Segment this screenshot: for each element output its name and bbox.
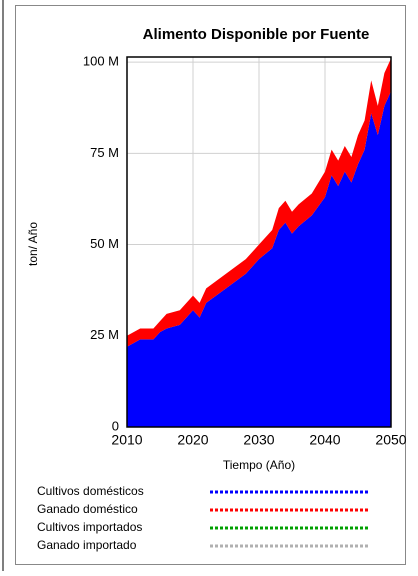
x-axis-label: Tiempo (Año) (223, 458, 295, 472)
y-axis-label: ton/ Año (26, 222, 40, 266)
chart-title: Alimento Disponible por Fuente (143, 26, 370, 43)
x-tick-label: 2050 (375, 432, 406, 448)
x-tick-label: 2010 (111, 432, 142, 448)
plot-border (126, 56, 392, 428)
x-tick-label: 2040 (309, 432, 340, 448)
x-tick-label: 2030 (243, 432, 274, 448)
legend-label: Cultivos importados (37, 520, 142, 534)
y-tick-label: 75 M (90, 145, 119, 160)
frame (15, 5, 406, 565)
y-tick-label: 0 (112, 418, 119, 433)
legend-label: Ganado importado (37, 538, 137, 552)
x-tick-label: 2020 (177, 432, 208, 448)
legend-label: Cultivos domésticos (37, 484, 144, 498)
y-tick-label: 100 M (83, 54, 119, 69)
legend-label: Ganado doméstico (37, 502, 138, 516)
y-tick-label: 50 M (90, 236, 119, 251)
y-tick-label: 25 M (90, 327, 119, 342)
